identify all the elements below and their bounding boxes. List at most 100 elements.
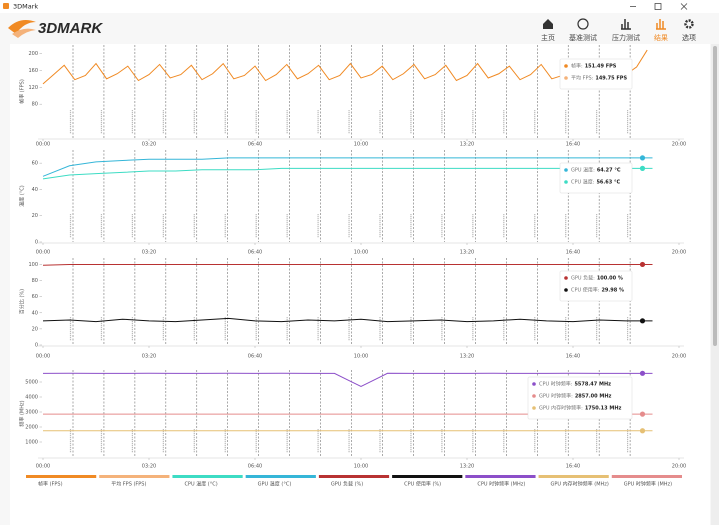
x-tick-label: 03:20	[142, 354, 156, 360]
x-tick-label: 20:00	[672, 354, 686, 360]
y-tick-label: 0	[35, 240, 38, 246]
y-tick-label: 60	[32, 161, 38, 167]
y-tick-label: 120	[28, 85, 38, 91]
title-bar	[0, 0, 719, 13]
end-marker	[639, 155, 646, 161]
y-tick-label: 2000	[25, 425, 38, 431]
x-tick-label: 06:40	[248, 142, 262, 148]
readout-dot	[532, 394, 536, 398]
y-tick-label: 80	[32, 102, 38, 108]
x-tick-label: 10:00	[354, 464, 368, 470]
legend-swatch[interactable]	[318, 475, 390, 478]
readout-value: 64.27 °C	[597, 168, 621, 174]
readout-dot	[564, 180, 568, 184]
legend-label[interactable]: GPU 内存时钟频率 (MHz)	[551, 481, 609, 488]
y-tick-label: 100	[28, 262, 38, 268]
x-tick-label: 20:00	[672, 142, 686, 148]
y-axis-title: 温度 (°C)	[19, 185, 26, 207]
legend-swatch[interactable]	[611, 475, 682, 478]
y-axis-title: 百分比 (%)	[19, 289, 26, 314]
readout-name: GPU 时钟频率:	[539, 393, 573, 400]
readout-value: 5578.47 MHz	[574, 382, 611, 388]
legend-swatch[interactable]	[26, 475, 97, 478]
readout-name: CPU 使用率:	[571, 287, 600, 294]
legend-label[interactable]: GPU 负载 (%)	[331, 481, 363, 488]
x-tick-label: 03:20	[142, 142, 156, 148]
readout-value: 100.00 %	[597, 276, 623, 282]
x-tick-label: 16:40	[566, 142, 580, 148]
readout-name: CPU 时钟频率:	[539, 381, 573, 388]
y-tick-label: 1000	[25, 440, 38, 446]
y-tick-label: 5000	[25, 380, 38, 386]
nav-icon	[543, 19, 553, 29]
readout-value: 149.75 FPS	[595, 76, 627, 82]
logo[interactable]: 3DMARK	[8, 20, 103, 38]
end-marker	[639, 318, 646, 324]
x-tick-label: 00:00	[36, 250, 50, 256]
window-title: 3DMark	[13, 3, 38, 11]
x-tick-label: 00:00	[36, 464, 50, 470]
legend-label[interactable]: CPU 温度 (°C)	[184, 481, 217, 488]
maximize-button[interactable]	[654, 3, 662, 10]
nav-label[interactable]: 选项	[682, 33, 696, 42]
end-marker	[639, 411, 646, 417]
nav-icon	[656, 19, 666, 30]
legend-label[interactable]: CPU 时钟频率 (MHz)	[477, 481, 525, 488]
x-tick-label: 06:40	[248, 250, 262, 256]
y-tick-label: 40	[32, 310, 38, 316]
legend-swatch[interactable]	[465, 475, 536, 478]
x-tick-label: 10:00	[354, 354, 368, 360]
y-tick-label: 80	[32, 278, 38, 284]
legend-swatch[interactable]	[392, 475, 463, 478]
logo-mark	[12, 28, 36, 38]
x-tick-label: 10:00	[354, 142, 368, 148]
readout-name: 平均 FPS:	[571, 75, 594, 82]
nav-bar	[543, 18, 694, 30]
legend-label[interactable]: 平均 FPS (FPS)	[111, 481, 146, 488]
readout-value: 29.98 %	[601, 288, 624, 294]
x-tick-label: 20:00	[672, 464, 686, 470]
x-tick-label: 20:00	[672, 250, 686, 256]
app-icon	[3, 3, 9, 9]
legend-swatch[interactable]	[538, 475, 609, 478]
legend-swatch[interactable]	[99, 475, 170, 478]
close-button[interactable]	[680, 3, 688, 10]
x-tick-label: 03:20	[142, 464, 156, 470]
legend-swatch[interactable]	[245, 475, 316, 478]
scrollbar-thumb[interactable]	[713, 46, 717, 346]
series-line	[42, 263, 653, 266]
nav-icon	[621, 19, 631, 30]
legend-label[interactable]: GPU 时钟频率 (MHz)	[624, 481, 672, 488]
legend-label[interactable]: GPU 温度 (°C)	[258, 481, 292, 488]
end-marker	[639, 370, 646, 376]
readout-value: 56.63 °C	[596, 180, 620, 186]
readout-value: 151.49 FPS	[585, 64, 617, 70]
logo-text: 3DMARK	[38, 20, 103, 37]
nav-label[interactable]: 结果	[654, 33, 668, 42]
nav-label[interactable]: 主页	[541, 33, 555, 42]
readout-dot	[564, 288, 568, 292]
readout-name: GPU 负载:	[571, 275, 595, 282]
nav-label[interactable]: 基准测试	[569, 33, 597, 42]
y-axis-title: 频率 (MHz)	[19, 400, 26, 426]
y-tick-label: 40	[32, 187, 38, 193]
legend-swatch[interactable]	[172, 475, 243, 478]
y-tick-label: 4000	[25, 395, 38, 401]
y-tick-label: 20	[32, 326, 38, 332]
x-tick-label: 16:40	[566, 250, 580, 256]
x-tick-label: 13:20	[460, 142, 474, 148]
x-tick-label: 06:40	[248, 464, 262, 470]
legend-label[interactable]: 帧率 (FPS)	[38, 481, 63, 488]
nav-label[interactable]: 压力测试	[612, 33, 640, 42]
y-tick-label: 0	[35, 343, 38, 349]
series-line	[42, 157, 653, 177]
x-tick-label: 10:00	[354, 250, 368, 256]
x-tick-label: 06:40	[248, 354, 262, 360]
x-tick-label: 03:20	[142, 250, 156, 256]
legend-label[interactable]: CPU 使用率 (%)	[404, 481, 441, 488]
readout-dot	[532, 382, 536, 386]
series-line	[42, 372, 653, 388]
series-line	[42, 317, 653, 323]
